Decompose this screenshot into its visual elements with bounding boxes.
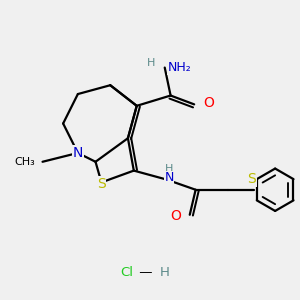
Text: Cl: Cl xyxy=(120,266,133,279)
Text: CH₃: CH₃ xyxy=(14,157,35,167)
Text: N: N xyxy=(73,146,83,160)
Text: N: N xyxy=(164,172,174,184)
Text: H: H xyxy=(147,58,156,68)
Text: O: O xyxy=(203,96,214,110)
Text: S: S xyxy=(247,172,256,186)
Text: H: H xyxy=(165,164,173,174)
Text: NH₂: NH₂ xyxy=(168,61,191,74)
Text: O: O xyxy=(170,209,181,223)
Text: H: H xyxy=(160,266,170,279)
Text: —: — xyxy=(135,266,157,279)
Text: S: S xyxy=(97,177,106,191)
